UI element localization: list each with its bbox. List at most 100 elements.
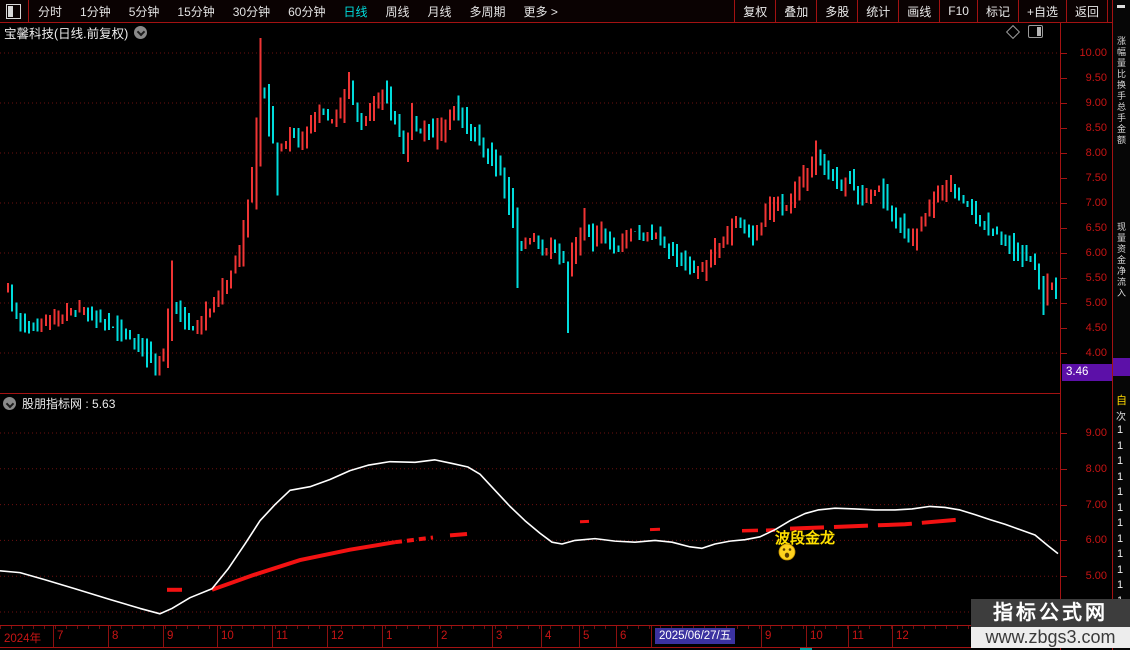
axis-tick xyxy=(1061,576,1067,577)
period-tab-1分钟[interactable]: 1分钟 xyxy=(80,4,111,19)
month-separator xyxy=(492,626,493,647)
axis-tick xyxy=(1061,540,1067,541)
action-button-叠加[interactable]: 叠加 xyxy=(775,0,816,22)
action-button-统计[interactable]: 统计 xyxy=(857,0,898,22)
month-label: 5 xyxy=(583,630,590,642)
period-tab-60分钟[interactable]: 60分钟 xyxy=(288,4,326,19)
axis-label: 5.50 xyxy=(1085,272,1107,284)
period-tab-多周期[interactable]: 多周期 xyxy=(469,4,506,19)
period-tab-更多 >[interactable]: 更多 > xyxy=(523,4,558,19)
clipped-glyph xyxy=(1117,5,1125,8)
month-label: 2024年 xyxy=(4,633,42,645)
price-axis: 3.46 10.00 9.50 9.00 8.50 8.00 7.50 7.00 6.50 6.… xyxy=(1060,0,1113,650)
time-axis: 2024年 7 8 9 10 11 12 1 2 3 4 5 6 9 10 11 12 2025/06/27/五 xyxy=(0,625,1112,648)
axis-label: 10.00 xyxy=(1079,47,1107,59)
signal-red-line xyxy=(211,540,396,592)
axis-tick xyxy=(1061,128,1067,129)
indicator-name: 股朋指标网 xyxy=(22,397,83,411)
month-separator xyxy=(327,626,328,647)
period-tab-周线[interactable]: 周线 xyxy=(385,4,410,19)
last-price-badge: 3.46 xyxy=(1062,364,1112,381)
month-separator xyxy=(806,626,807,647)
signal-red-line xyxy=(394,535,434,545)
axis-label: 5.00 xyxy=(1085,297,1107,309)
axis-tick xyxy=(1061,353,1067,354)
axis-tick xyxy=(1061,178,1067,179)
axis-tick xyxy=(1061,433,1067,434)
month-separator xyxy=(272,626,273,647)
axis-tick xyxy=(1061,469,1067,470)
strip-digit: 1 xyxy=(1117,501,1124,514)
axis-tick xyxy=(1061,203,1067,204)
minor-ticks xyxy=(0,626,1112,629)
axis-label: 9.00 xyxy=(1085,427,1107,439)
watermark-title: 指标公式网 xyxy=(971,599,1130,627)
signal-red-line xyxy=(789,517,959,531)
month-separator xyxy=(616,626,617,647)
axis-tick xyxy=(1061,278,1067,279)
candlestick-chart[interactable] xyxy=(0,22,1060,393)
layout-toggle-icon[interactable] xyxy=(6,3,21,19)
period-tab-5分钟[interactable]: 5分钟 xyxy=(128,4,160,19)
strip-digit: 1 xyxy=(1117,455,1124,467)
period-tab-月线[interactable]: 月线 xyxy=(427,4,452,19)
month-label: 10 xyxy=(810,630,823,642)
period-tab-日线[interactable]: 日线 xyxy=(343,4,368,19)
month-separator xyxy=(217,626,218,647)
signal-red-line xyxy=(449,531,468,538)
period-tab-30分钟[interactable]: 30分钟 xyxy=(232,4,271,19)
watermark-box: 指标公式网 www.zbgs3.com xyxy=(971,599,1130,648)
watermark-url: www.zbgs3.com xyxy=(971,627,1130,648)
strip-auto-label: 自 xyxy=(1116,395,1127,407)
axis-label: 9.50 xyxy=(1085,72,1107,84)
action-button-画线[interactable]: 画线 xyxy=(898,0,939,22)
axis-label: 6.00 xyxy=(1085,534,1107,546)
action-button-返回[interactable]: 返回 xyxy=(1065,0,1108,22)
indicator-header: 股朋指标网 : 5.63 xyxy=(0,393,1060,413)
right-sidebar-clipped: 涨幅量比换手总手金额 现量资金净流入 自 次 111111111111 xyxy=(1112,0,1130,650)
month-separator xyxy=(651,626,652,647)
diamond-marker-icon[interactable] xyxy=(1005,24,1021,39)
indicator-chart[interactable]: 波段金龙 xyxy=(0,393,1060,625)
axis-label: 5.00 xyxy=(1085,570,1107,582)
period-tab-15分钟[interactable]: 15分钟 xyxy=(177,4,215,19)
period-tab-分时[interactable]: 分时 xyxy=(38,4,63,19)
action-button-多股[interactable]: 多股 xyxy=(816,0,857,22)
month-separator xyxy=(579,626,580,647)
axis-label: 8.50 xyxy=(1085,122,1107,134)
month-separator xyxy=(163,626,164,647)
indicator-white-line xyxy=(0,459,1059,615)
month-label: 9 xyxy=(765,630,772,642)
chevron-down-icon[interactable] xyxy=(134,25,148,39)
axis-label: 6.00 xyxy=(1085,247,1107,259)
page-title: 宝馨科技(日线.前复权) xyxy=(4,26,129,41)
strip-section-b: 现量资金净流入 xyxy=(1116,222,1126,299)
smiley-face-icon xyxy=(778,543,796,561)
period-toolbar: 分时 1分钟 5分钟 15分钟 30分钟 60分钟 日线 周线 月线 多周期 更多 > 复权 叠加 多股… xyxy=(0,0,1130,23)
chevron-down-circle-icon[interactable] xyxy=(3,397,16,410)
axis-tick xyxy=(1061,328,1067,329)
month-label: 7 xyxy=(57,630,64,642)
axis-tick xyxy=(1061,228,1067,229)
strip-digit: 1 xyxy=(1117,548,1124,560)
clipped-bottom-row xyxy=(0,647,1130,650)
action-button-复权[interactable]: 复权 xyxy=(734,0,775,22)
axis-label: 9.00 xyxy=(1085,97,1107,109)
sidebar-toggle-icon[interactable] xyxy=(1028,25,1043,38)
strip-section-a: 涨幅量比换手总手金额 xyxy=(1116,36,1126,146)
month-label: 2 xyxy=(441,630,448,642)
month-separator xyxy=(108,626,109,647)
action-button-F10[interactable]: F10 xyxy=(939,0,977,22)
strip-digit: 1 xyxy=(1117,579,1124,591)
action-button-+自选[interactable]: +自选 xyxy=(1017,0,1066,22)
axis-label: 7.50 xyxy=(1085,172,1107,184)
strip-digit: 1 xyxy=(1117,470,1124,483)
month-label: 1 xyxy=(386,630,393,642)
month-label: 11 xyxy=(852,630,864,642)
axis-label: 4.00 xyxy=(1085,347,1107,359)
axis-tick xyxy=(1061,78,1067,79)
month-separator xyxy=(437,626,438,647)
strip-digit: 1 xyxy=(1117,486,1124,498)
action-button-标记[interactable]: 标记 xyxy=(976,0,1018,22)
